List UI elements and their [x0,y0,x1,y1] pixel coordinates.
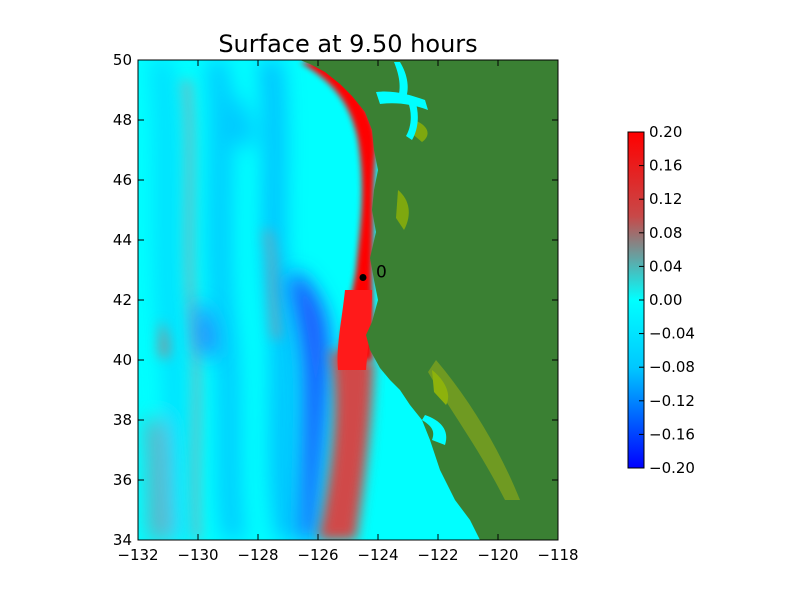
colorbar-tick-label: −0.16 [649,425,695,443]
x-tick-label: −130 [177,546,218,564]
colorbar-tick-label: −0.12 [649,392,695,410]
y-tick-label: 40 [113,351,132,369]
coastline-land [300,60,558,540]
x-tick-label: −118 [537,546,578,564]
x-tick-label: −124 [357,546,398,564]
colorbar-tick-label: 0.20 [649,123,682,141]
colorbar-ticks: 0.20 0.16 0.12 0.08 0.04 0.00 −0.04 −0.08 −0.12 −… [639,123,695,477]
y-tick-label: 48 [113,111,132,129]
colorbar-tick-label: 0.04 [649,257,682,275]
x-tick-label: −122 [417,546,458,564]
x-tick-label: −132 [117,546,158,564]
crest-bands [158,80,282,540]
colorbar-tick-label: 0.12 [649,190,682,208]
x-axis: −132 −130 −128 −126 −124 −122 −120 −118 [117,60,579,564]
y-tick-label: 38 [113,411,132,429]
colorbar-tick-label: 0.00 [649,291,682,309]
wave-front [300,62,377,540]
colorbar-tick-label: −0.20 [649,459,695,477]
gauge-label: 0 [376,263,387,283]
y-axis: 34 36 38 40 42 44 46 48 50 [113,51,558,549]
y-tick-label: 46 [113,171,132,189]
gauge-marker [359,274,367,281]
colorbar-tick-label: 0.16 [649,157,682,175]
trough-region [196,270,331,540]
land-mass [300,60,558,540]
y-tick-label: 42 [113,291,132,309]
y-tick-label: 50 [113,51,132,69]
y-tick-label: 34 [113,531,132,549]
x-tick-label: −128 [237,546,278,564]
x-tick-label: −126 [297,546,338,564]
chart-title: Surface at 9.50 hours [218,30,477,58]
x-tick-label: −120 [477,546,518,564]
colorbar-tick-label: −0.04 [649,325,695,343]
y-tick-label: 44 [113,231,132,249]
plot-area: 0 [138,60,558,540]
colorbar-tick-label: −0.08 [649,358,695,376]
y-tick-label: 36 [113,471,132,489]
colorbar-tick-label: 0.08 [649,224,682,242]
colorbar: 0.20 0.16 0.12 0.08 0.04 0.00 −0.04 −0.08 −0.12 −… [627,123,695,477]
